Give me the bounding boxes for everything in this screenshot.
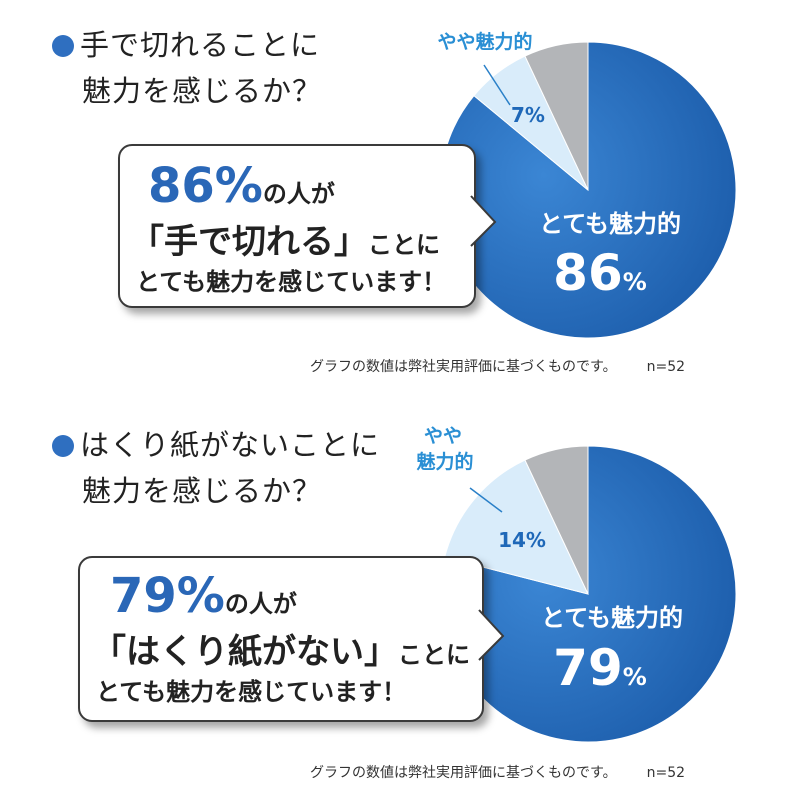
bubble-percent-suffix: の人が — [224, 590, 297, 618]
speech-bubble — [118, 144, 476, 308]
slice-value-number: 79 — [553, 639, 623, 697]
question-heading: 手で切れることに 魅力を感じるか？ — [52, 22, 322, 114]
question-line-2: 魅力を感じるか？ — [82, 74, 323, 108]
slice-label-somewhat-line1: やや — [424, 425, 462, 447]
bubble-emphasis-line: 「はくり紙がない」ことに — [92, 624, 470, 673]
slice-label-somewhat: やや魅力的 — [437, 30, 532, 53]
slice-value-somewhat: 7% — [511, 103, 545, 127]
bubble-percent: 79% — [110, 568, 225, 624]
survey-panel-no-liner: やや 魅力的 14% とても魅力的 79% はくり紙がないことに 魅力を感じるか… — [0, 400, 800, 800]
pie-slice-other — [524, 445, 589, 595]
bullet-icon — [52, 35, 74, 57]
question-line-1: はくり紙がないことに — [80, 428, 381, 462]
bubble-percent-suffix: の人が — [262, 180, 335, 208]
slice-label-very: とても魅力的 — [541, 604, 683, 632]
bubble-emphasis: 「手で切れる」 — [130, 222, 368, 262]
sample-size: n=52 — [646, 765, 686, 781]
slice-value-very: 79% — [553, 639, 647, 697]
question-line-2: 魅力を感じるか？ — [82, 474, 323, 508]
question-heading: はくり紙がないことに 魅力を感じるか？ — [52, 422, 380, 514]
slice-value-unit: % — [623, 663, 647, 691]
footnote-text: グラフの数値は弊社実用評価に基づくものです。 — [310, 359, 617, 375]
slice-value-number: 86 — [553, 244, 623, 302]
bubble-emphasis-suffix: ことに — [368, 231, 440, 259]
footnote-text: グラフの数値は弊社実用評価に基づくものです。 — [310, 765, 617, 781]
footnote: グラフの数値は弊社実用評価に基づくものです。 n=52 — [310, 762, 685, 782]
pie-slice-other — [524, 41, 589, 191]
slice-value-somewhat: 14% — [498, 528, 546, 552]
bubble-emphasis-line: 「手で切れる」ことに — [130, 214, 440, 263]
slice-label-somewhat-line2: 魅力的 — [416, 450, 473, 473]
pie-chart: やや 魅力的 14% とても魅力的 79% — [416, 425, 737, 743]
bubble-headline: 86%の人が — [148, 158, 335, 214]
pie-chart: やや魅力的 7% とても魅力的 86% — [437, 30, 737, 339]
sample-size: n=52 — [646, 359, 686, 375]
speech-bubble — [78, 556, 484, 722]
survey-panel-hand-tear: やや魅力的 7% とても魅力的 86% 手で切れることに 魅力を感じるか？ 86… — [52, 22, 737, 376]
bubble-line-3: とても魅力を感じています！ — [136, 268, 447, 296]
bubble-percent: 86% — [148, 158, 263, 214]
bubble-emphasis: 「はくり紙がない」 — [92, 632, 398, 672]
footnote: グラフの数値は弊社実用評価に基づくものです。 n=52 — [310, 356, 685, 376]
bubble-headline: 79%の人が — [110, 568, 297, 624]
question-line-1: 手で切れることに — [80, 28, 321, 62]
bullet-icon — [52, 435, 74, 457]
bubble-emphasis-suffix: ことに — [398, 641, 470, 669]
bubble-line-3: とても魅力を感じています！ — [96, 678, 407, 706]
leader-line — [483, 64, 511, 106]
slice-label-very: とても魅力的 — [539, 210, 681, 238]
leader-line — [469, 487, 503, 513]
slice-value-unit: % — [623, 268, 647, 296]
slice-value-very: 86% — [553, 244, 647, 302]
